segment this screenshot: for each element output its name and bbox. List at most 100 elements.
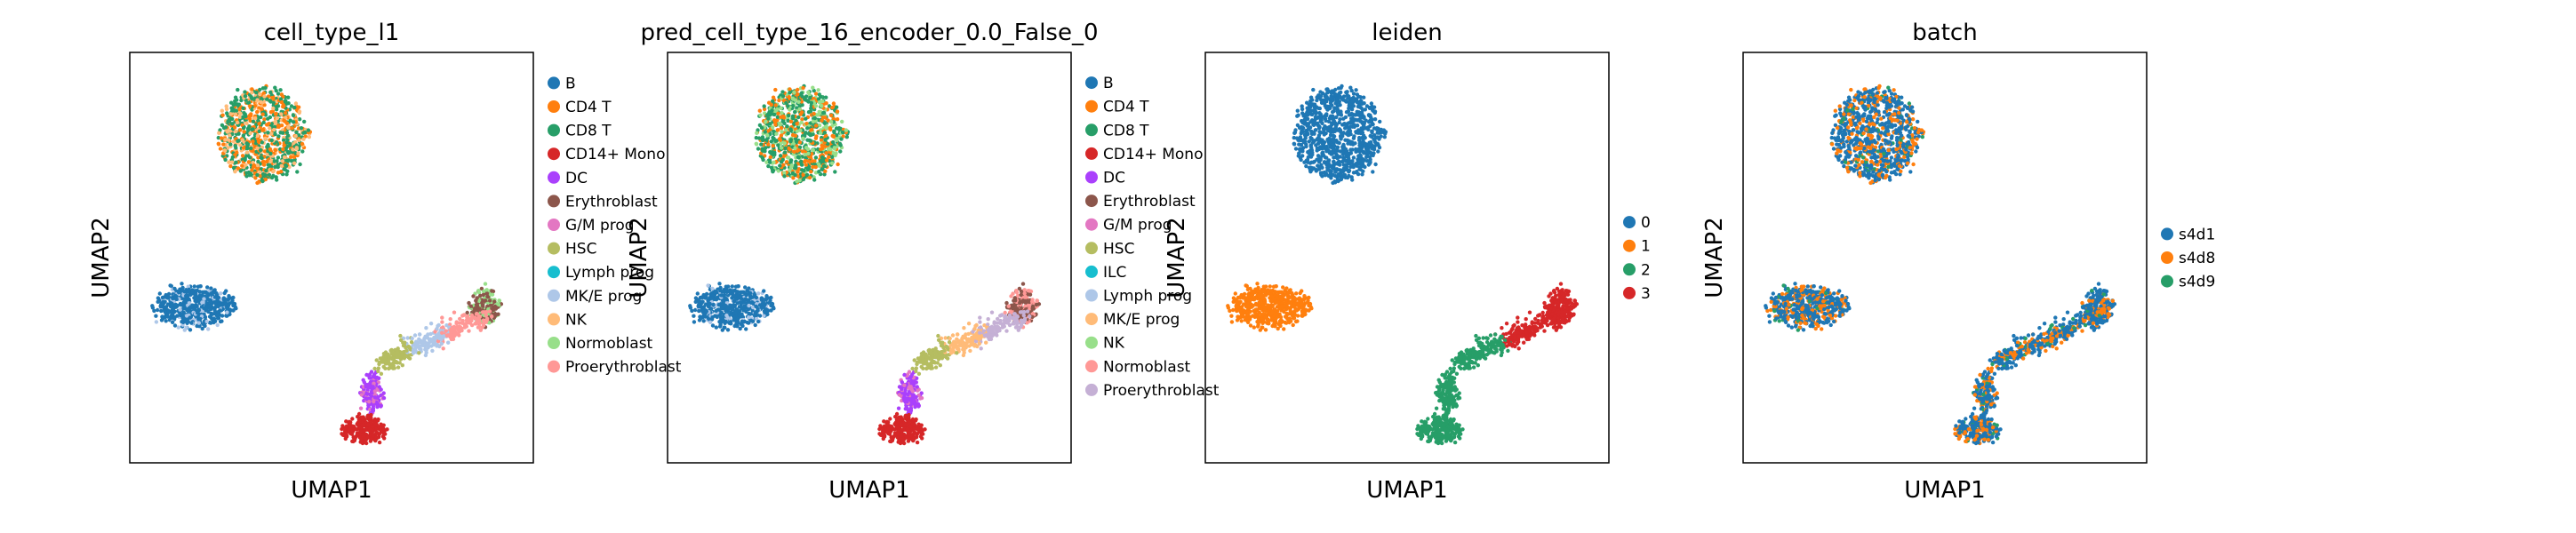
scatter-point [224, 314, 228, 318]
scatter-point [176, 325, 180, 330]
scatter-point [238, 111, 243, 115]
scatter-point [371, 374, 376, 379]
scatter-point [398, 338, 404, 342]
scatter-point [372, 395, 378, 400]
scatter-point [154, 314, 158, 318]
scatter-point [966, 322, 972, 326]
scatter-point [227, 138, 231, 142]
scatter-point [829, 161, 835, 165]
scatter-point [830, 105, 835, 110]
scatter-point [372, 438, 378, 442]
scatter-point [998, 318, 1003, 323]
scatter-point [164, 319, 168, 323]
scatter-point [963, 342, 967, 347]
scatter-point [799, 91, 804, 96]
scatter-point [276, 164, 280, 170]
scatter-point [230, 155, 235, 160]
scatter-point [752, 314, 757, 318]
scatter-point [441, 346, 445, 351]
x-axis-label: UMAP1 [828, 477, 909, 504]
scatter-point [834, 105, 839, 109]
scatter-point [1034, 302, 1039, 307]
scatter-point [459, 326, 463, 330]
scatter-point [294, 130, 299, 135]
scatter-point [796, 99, 801, 105]
scatter-point [912, 358, 916, 362]
scatter-point [947, 340, 952, 345]
scatter-point [813, 104, 819, 108]
scatter-point [960, 336, 964, 341]
scatter-point [708, 301, 712, 306]
scatter-point [829, 155, 835, 159]
scatter-point [166, 291, 172, 297]
scatter-point [762, 314, 766, 318]
scatter-point [1022, 316, 1028, 321]
scatter-point [362, 428, 366, 434]
scatter-point [1028, 314, 1032, 319]
scatter-point [797, 107, 802, 112]
scatter-point [430, 348, 435, 354]
scatter-point [761, 148, 765, 153]
scatter-point [725, 315, 730, 320]
legend-label: CD4 T [565, 99, 612, 116]
scatter-point [369, 415, 373, 420]
scatter-point [291, 147, 295, 152]
scatter-point [780, 111, 784, 115]
scatter-point [836, 126, 842, 131]
scatter-point [307, 135, 311, 139]
scatter-point [361, 434, 366, 438]
scatter-point [763, 310, 767, 314]
scatter-point [802, 168, 806, 173]
scatter-point [350, 417, 355, 421]
scatter-point [801, 136, 805, 141]
scatter-point [201, 322, 206, 327]
scatter-point [908, 409, 914, 413]
x-axis-label: UMAP1 [291, 477, 372, 504]
scatter-point [928, 350, 933, 355]
scatter-point [231, 102, 236, 107]
scatter-point [369, 420, 373, 426]
scatter-point [249, 113, 253, 118]
scatter-point [907, 415, 911, 420]
scatter-point [771, 305, 775, 309]
plot-frame [667, 52, 1072, 464]
scatter-point [747, 315, 751, 320]
legend-label: NK [565, 311, 588, 329]
scatter-point [798, 112, 803, 116]
scatter-point [933, 365, 939, 370]
scatter-point [484, 320, 488, 324]
scatter-point [910, 366, 915, 371]
scatter-point [814, 134, 819, 139]
scatter-point [357, 425, 362, 429]
scatter-point [761, 157, 765, 163]
scatter-point [817, 112, 821, 116]
scatter-point [187, 306, 192, 310]
scatter-point [371, 409, 376, 413]
scatter-point [381, 423, 386, 427]
scatter-point [809, 170, 813, 174]
scatter-point [358, 406, 364, 410]
scatter-point [984, 340, 988, 345]
scatter-point [981, 329, 986, 333]
scatter-point [740, 297, 744, 301]
scatter-point [358, 429, 363, 434]
scatter-point [931, 360, 936, 365]
scatter-point [834, 151, 838, 155]
scatter-point [831, 101, 836, 106]
scatter-point [281, 138, 286, 142]
scatter-point [242, 130, 246, 134]
scatter-point [936, 338, 941, 342]
scatter-point [693, 299, 698, 304]
scatter-point [248, 104, 252, 108]
legend-marker [548, 313, 560, 326]
scatter-point [818, 131, 823, 135]
scatter-point [763, 130, 767, 134]
scatter-point [192, 284, 196, 289]
scatter-point [269, 175, 275, 180]
scatter-point [439, 341, 444, 346]
scatter-point [900, 428, 904, 434]
scatter-point [228, 116, 233, 121]
scatter-point [766, 142, 771, 147]
scatter-point [747, 303, 751, 308]
scatter-point [255, 163, 260, 168]
